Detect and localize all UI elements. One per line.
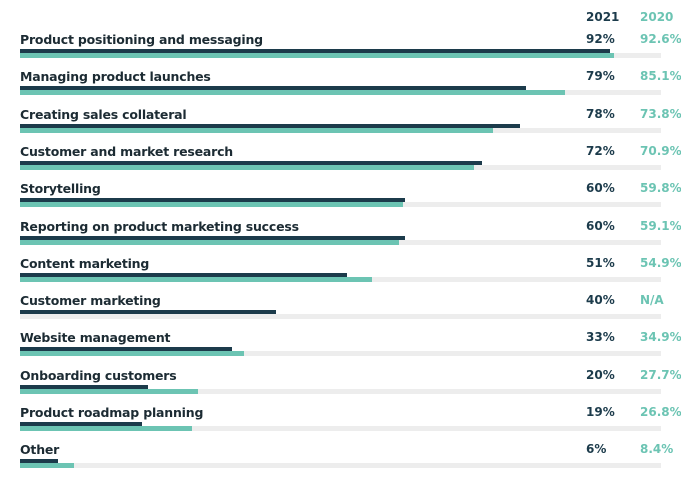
bar-2021 [20, 160, 482, 165]
bar-2020 [20, 127, 494, 133]
category-label: Content marketing [20, 255, 150, 271]
value-label-2021: 33% [586, 330, 615, 345]
category-label: Product positioning and messaging [20, 32, 263, 47]
chart-row: Managing product launches 79% 85.1% [0, 69, 681, 106]
bar-2021 [20, 235, 405, 240]
value-label-2021: 19% [586, 405, 615, 419]
value-label-2021: 78% [586, 106, 615, 121]
bar-2020 [20, 351, 244, 357]
chart-row: Content marketing 51% 54.9% [0, 256, 681, 293]
chart-row: Website management 33% 34.9% [0, 330, 681, 367]
category-label: Other [20, 442, 60, 458]
bar-track [20, 426, 661, 431]
chart-row: Storytelling 60% 59.8% [0, 181, 681, 218]
bar-track [20, 314, 661, 320]
value-label-2020: 8.4% [640, 442, 674, 457]
bar-2020 [20, 276, 372, 282]
value-label-2021: 60% [586, 218, 615, 233]
bar-track [20, 388, 661, 394]
bar-2020 [20, 53, 614, 58]
value-label-2020: 73.8% [640, 106, 681, 121]
bar-2021 [20, 422, 142, 426]
value-label-2021: 6% [586, 442, 607, 457]
chart-row: Onboarding customers 20% 27.7% [0, 368, 681, 405]
bar-2021 [20, 347, 232, 352]
bar-2020 [20, 202, 404, 208]
category-label: Managing product launches [20, 69, 211, 85]
value-label-2021: 79% [586, 69, 615, 84]
value-label-2021: 40% [586, 293, 615, 308]
value-label-2021: 20% [586, 367, 615, 382]
value-label-2020: 54.9% [640, 255, 681, 270]
bar-track [20, 351, 661, 357]
category-label: Creating sales collateral [20, 106, 187, 122]
chart-row: Customer marketing 40% N/A [0, 293, 681, 330]
category-label: Website management [20, 330, 171, 346]
value-label-2020: 26.8% [640, 405, 681, 419]
value-label-2020: 27.7% [640, 367, 681, 382]
value-label-2020: 34.9% [640, 330, 681, 345]
category-label: Storytelling [20, 181, 101, 197]
chart-row: Creating sales collateral 78% 73.8% [0, 107, 681, 144]
chart-row: Customer and market research 72% 70.9% [0, 144, 681, 181]
value-label-2020: N/A [640, 293, 664, 308]
value-label-2021: 51% [586, 255, 615, 270]
value-label-2021: 60% [586, 181, 615, 196]
category-label: Product roadmap planning [20, 405, 204, 420]
category-label: Onboarding customers [20, 367, 177, 383]
value-label-2021: 92% [586, 32, 615, 46]
bar-2021 [20, 384, 149, 389]
bar-2020 [20, 426, 192, 431]
value-label-2020: 70.9% [640, 143, 681, 158]
bar-2020 [20, 90, 566, 96]
bar-2021 [20, 459, 59, 464]
bar-2021 [20, 310, 277, 315]
chart-row: Product roadmap planning 19% 26.8% [0, 405, 681, 442]
bar-track [20, 463, 661, 469]
column-header-2021: 2021 [586, 10, 620, 24]
category-label: Reporting on product marketing success [20, 218, 299, 234]
value-label-2020: 92.6% [640, 32, 681, 46]
value-label-2020: 59.8% [640, 181, 681, 196]
bar-2021 [20, 198, 405, 203]
bar-2020 [20, 388, 198, 394]
bar-2021 [20, 49, 610, 53]
chart-row: Reporting on product marketing success 60… [0, 219, 681, 256]
category-label: Customer and market research [20, 143, 234, 159]
bar-2021 [20, 123, 520, 128]
value-label-2020: 85.1% [640, 69, 681, 84]
bar-2020 [20, 239, 399, 245]
bar-2020 [20, 164, 475, 170]
bar-2021 [20, 86, 527, 91]
chart-row: Other 6% 8.4% [0, 442, 681, 479]
column-header-2020: 2020 [640, 10, 674, 24]
bar-2021 [20, 272, 347, 277]
bar-2020 [20, 463, 74, 469]
chart-row: Product positioning and messaging 92% 92.6… [0, 32, 681, 69]
value-label-2020: 59.1% [640, 218, 681, 233]
category-label: Customer marketing [20, 293, 161, 309]
value-label-2021: 72% [586, 143, 615, 158]
